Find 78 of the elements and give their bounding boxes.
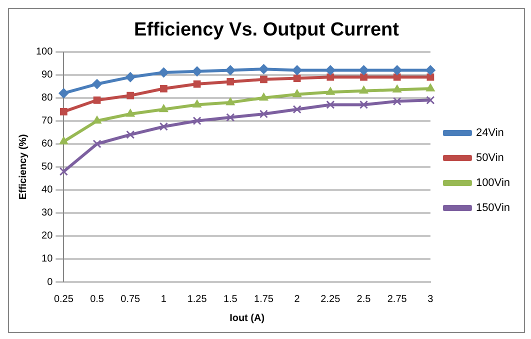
point (93, 96, 101, 104)
point (426, 96, 435, 104)
point (359, 100, 368, 110)
legend-label: 50Vin (476, 152, 504, 164)
x-tick-label: 0.25 (54, 294, 74, 305)
point (426, 84, 435, 92)
x-tick-label: 1.25 (187, 294, 208, 305)
point (59, 167, 68, 176)
point (392, 97, 402, 106)
point (326, 87, 335, 95)
y-tick-label: 10 (42, 254, 54, 265)
point (359, 86, 368, 94)
point (293, 74, 301, 82)
legend-label: 150Vin (476, 202, 510, 214)
x-tick-label: 1.5 (223, 294, 238, 305)
x-tick-label: 2.25 (320, 294, 341, 305)
x-tick-label: 1 (160, 294, 167, 305)
point (126, 92, 134, 100)
point (292, 89, 302, 98)
y-tick-label: 80 (42, 92, 54, 104)
point (393, 73, 401, 81)
point (259, 92, 268, 101)
y-tick-label: 40 (42, 184, 54, 196)
point (358, 65, 369, 76)
point (59, 136, 68, 144)
point (225, 65, 236, 76)
y-tick-label: 60 (42, 138, 54, 150)
point (92, 79, 102, 90)
point (126, 130, 135, 139)
point (92, 116, 102, 124)
point (325, 65, 336, 76)
point (392, 84, 402, 93)
point (192, 116, 202, 126)
point (192, 66, 202, 76)
legend-label: 24Vin (476, 127, 504, 140)
point (60, 108, 68, 116)
y-axis-title: Efficiency (%) (18, 134, 29, 200)
point (193, 80, 201, 88)
point (125, 72, 136, 82)
point (160, 84, 168, 92)
x-tick-label: 2.75 (387, 294, 408, 305)
x-tick-label: 1.75 (254, 294, 274, 305)
point (260, 76, 268, 84)
point (226, 97, 235, 106)
point (58, 88, 69, 98)
point (292, 65, 302, 76)
point (159, 122, 168, 131)
point (192, 100, 202, 108)
y-tick-label: 20 (42, 230, 54, 242)
chart-title: Efficiency Vs. Output Current (134, 20, 400, 41)
point (292, 105, 302, 114)
point (258, 64, 269, 74)
y-tick-label: 50 (42, 162, 54, 173)
point (426, 73, 434, 81)
y-tick-label: 100 (36, 46, 54, 58)
y-tick-label: 0 (47, 276, 54, 288)
y-tick-label: 90 (42, 70, 54, 81)
point (226, 113, 235, 122)
point (425, 65, 436, 76)
point (259, 110, 268, 118)
point (326, 100, 335, 110)
y-tick-label: 30 (42, 208, 54, 219)
point (392, 65, 402, 76)
point (92, 140, 102, 148)
point (158, 68, 169, 78)
point (159, 104, 168, 112)
point (126, 108, 135, 117)
point (226, 78, 234, 86)
x-tick-label: 3 (428, 294, 434, 305)
point (326, 73, 334, 81)
x-tick-label: 0.75 (120, 294, 141, 305)
x-tick-label: 2 (294, 294, 300, 305)
y-tick-label: 70 (42, 116, 54, 127)
x-tick-label: 0.5 (90, 294, 104, 305)
legend-label: 100Vin (476, 177, 510, 190)
x-tick-label: 2.5 (356, 294, 372, 305)
point (360, 73, 368, 81)
x-axis-title: Iout (A) (230, 312, 265, 324)
